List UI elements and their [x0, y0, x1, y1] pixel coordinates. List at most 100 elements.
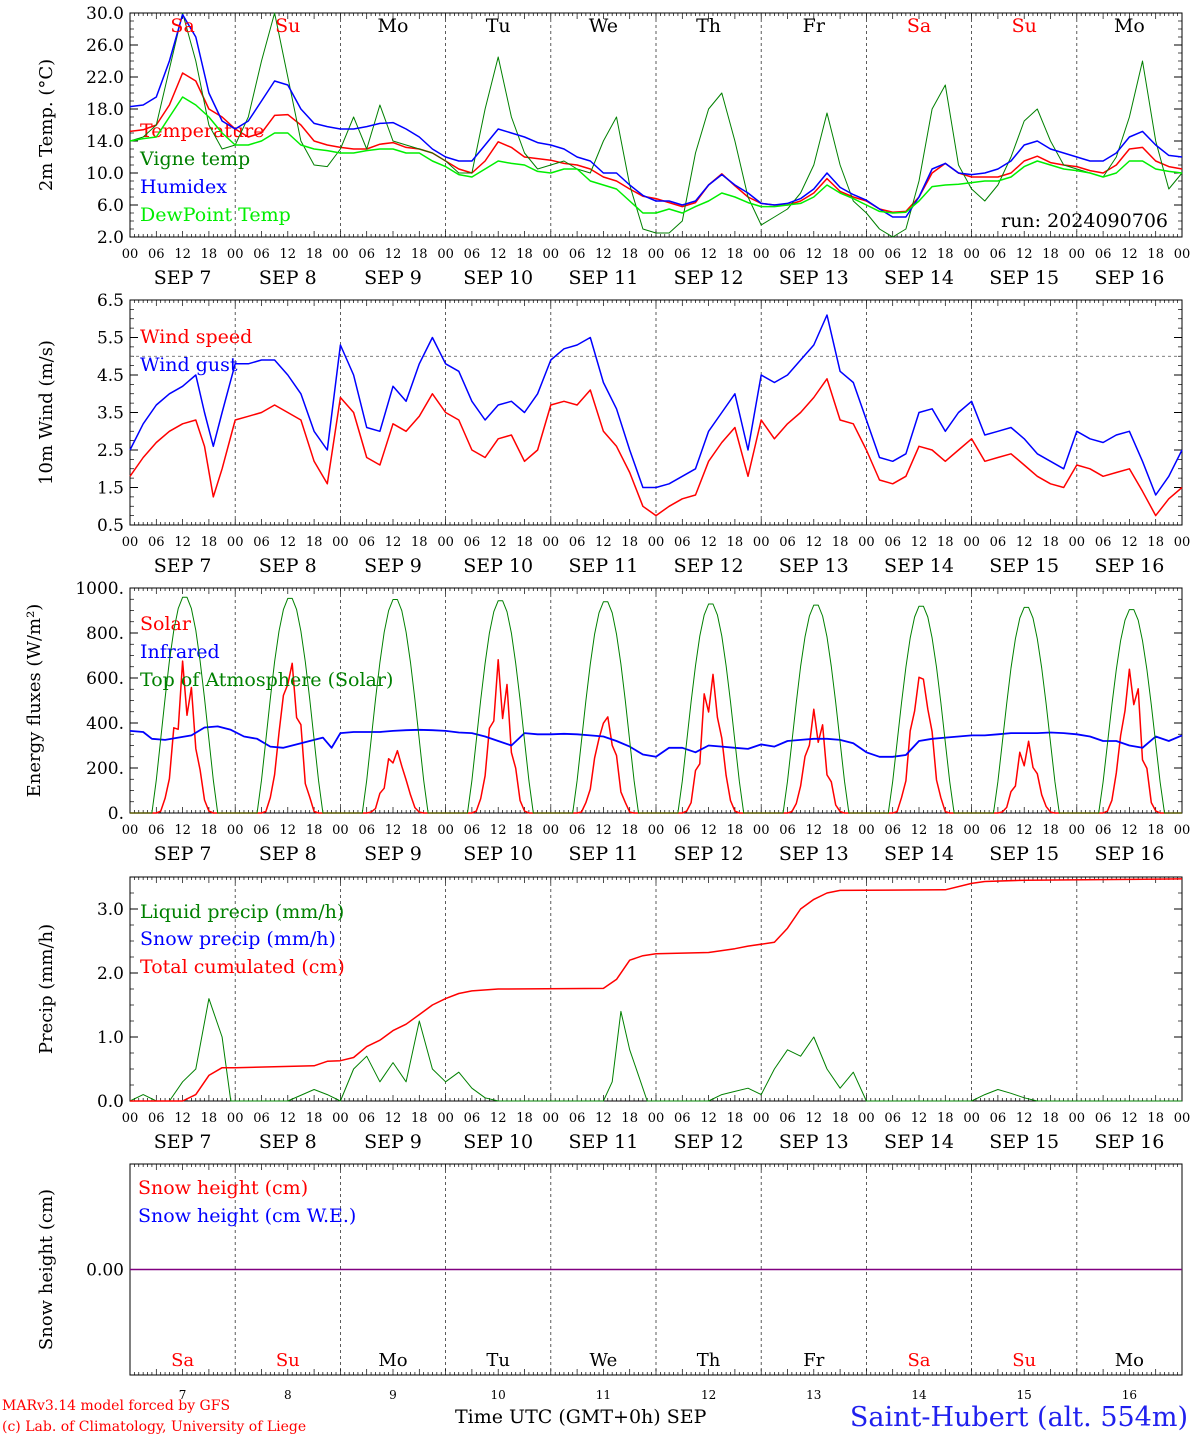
legend-entry: Top of Atmosphere (Solar) — [140, 669, 393, 691]
legend-entry: Snow precip (mm/h) — [140, 928, 336, 950]
panel-2: 0.5 1.5 2.5 3.5 4.5 5.5 6.5 10m Wind (m/s) 00 06 1… — [36, 291, 1190, 577]
y-tick-label: 3.0 — [97, 900, 124, 920]
hour-tick-label: 00 — [1174, 247, 1191, 262]
date-label: SEP 15 — [989, 555, 1059, 577]
hour-tick-label: 12 — [385, 1111, 402, 1126]
day-number-label: 7 — [179, 1388, 187, 1402]
y-axis-label: Precip (mm/h) — [36, 924, 57, 1054]
legend-entry: Wind gust — [140, 354, 238, 376]
hour-tick-label: 00 — [1069, 535, 1086, 550]
hour-tick-label: 00 — [648, 1111, 665, 1126]
weekday-label: Th — [697, 1350, 721, 1371]
hour-tick-label: 00 — [963, 535, 980, 550]
hour-tick-label: 06 — [464, 823, 481, 838]
date-label: SEP 8 — [259, 555, 317, 577]
series-line — [129, 72, 1183, 213]
series-line — [129, 13, 1183, 218]
hour-tick-label: 00 — [543, 1111, 560, 1126]
hour-tick-label: 06 — [990, 535, 1007, 550]
hour-tick-label: 18 — [727, 1111, 744, 1126]
weekday-label: Tu — [486, 15, 511, 37]
hour-tick-label: 12 — [806, 535, 823, 550]
hour-tick-label: 06 — [990, 1111, 1007, 1126]
hour-tick-label: 06 — [464, 535, 481, 550]
weekday-label: Mo — [1115, 1350, 1144, 1371]
weekday-label: Sa — [907, 15, 931, 37]
hour-tick-label: 00 — [1069, 1111, 1086, 1126]
legend-entry: Liquid precip (mm/h) — [140, 901, 344, 923]
model-credit: MARv3.14 model forced by GFS — [2, 1398, 231, 1414]
panel-5: 0.00 Snow height (cm) Snow height (cm) Snow… — [36, 1163, 1183, 1402]
x-axis-title: Time UTC (GMT+0h) SEP — [455, 1406, 707, 1428]
hour-tick-label: 12 — [280, 535, 297, 550]
date-label: SEP 10 — [463, 1131, 533, 1153]
y-tick-label: 400. — [86, 714, 124, 734]
legend-entry: Vigne temp — [139, 148, 250, 170]
date-label: SEP 15 — [989, 1131, 1059, 1153]
y-axis-label: Snow height (cm) — [36, 1189, 57, 1350]
hour-tick-label: 12 — [700, 1111, 717, 1126]
day-number-label: 15 — [1017, 1388, 1032, 1402]
hour-tick-label: 06 — [148, 823, 165, 838]
hour-tick-label: 00 — [1174, 1111, 1191, 1126]
y-tick-label: 1000. — [75, 579, 124, 599]
series-line — [129, 96, 1183, 214]
hour-tick-label: 12 — [385, 535, 402, 550]
hour-tick-label: 00 — [648, 247, 665, 262]
hour-tick-label: 12 — [595, 1111, 612, 1126]
hour-tick-label: 18 — [516, 535, 533, 550]
y-axis-label: Energy fluxes (W/m²) — [24, 604, 45, 798]
y-tick-label: 0.5 — [97, 516, 124, 536]
hour-tick-label: 18 — [1147, 535, 1164, 550]
hour-tick-label: 00 — [858, 1111, 875, 1126]
hour-tick-label: 06 — [1095, 247, 1112, 262]
date-label: SEP 14 — [884, 267, 954, 289]
y-tick-label: 4.5 — [97, 366, 124, 386]
y-axis-label: 2m Temp. (°C) — [36, 59, 57, 191]
hour-tick-label: 00 — [753, 247, 770, 262]
hour-tick-label: 12 — [280, 247, 297, 262]
hour-tick-label: 12 — [1016, 247, 1033, 262]
hour-tick-label: 06 — [674, 247, 691, 262]
hour-tick-label: 06 — [253, 247, 270, 262]
hour-tick-label: 12 — [490, 1111, 507, 1126]
hour-tick-label: 00 — [543, 535, 560, 550]
y-tick-label: 2.0 — [97, 964, 124, 984]
y-axis-label: 10m Wind (m/s) — [36, 340, 57, 485]
hour-tick-label: 12 — [595, 823, 612, 838]
weekday-label: Sa — [907, 1350, 930, 1371]
date-label: SEP 12 — [674, 267, 744, 289]
hour-tick-label: 18 — [411, 1111, 428, 1126]
hour-tick-label: 06 — [779, 247, 796, 262]
date-label: SEP 10 — [463, 843, 533, 865]
hour-tick-label: 06 — [884, 823, 901, 838]
hour-tick-label: 12 — [174, 247, 191, 262]
date-label: SEP 14 — [884, 555, 954, 577]
hour-tick-label: 00 — [227, 823, 244, 838]
date-label: SEP 9 — [364, 1131, 422, 1153]
hour-tick-label: 18 — [621, 1111, 638, 1126]
date-label: SEP 11 — [568, 1131, 638, 1153]
date-label: SEP 11 — [568, 843, 638, 865]
hour-tick-label: 18 — [201, 535, 218, 550]
legend-entry: Snow height (cm) — [138, 1177, 308, 1199]
hour-tick-label: 06 — [358, 823, 375, 838]
hour-tick-label: 06 — [569, 1111, 586, 1126]
hour-tick-label: 06 — [148, 1111, 165, 1126]
hour-tick-label: 00 — [858, 823, 875, 838]
hour-tick-label: 12 — [1016, 823, 1033, 838]
hour-tick-label: 18 — [1042, 535, 1059, 550]
weekday-label: Fr — [803, 15, 826, 37]
hour-tick-label: 00 — [753, 535, 770, 550]
hour-tick-label: 12 — [911, 823, 928, 838]
hour-tick-label: 06 — [464, 247, 481, 262]
plot-frame — [129, 587, 1183, 814]
hour-tick-label: 00 — [437, 535, 454, 550]
hour-tick-label: 12 — [385, 247, 402, 262]
hour-tick-label: 18 — [1042, 823, 1059, 838]
hour-tick-label: 00 — [1069, 247, 1086, 262]
day-number-label: 10 — [491, 1388, 506, 1402]
hour-tick-label: 00 — [122, 823, 139, 838]
hour-tick-label: 06 — [674, 535, 691, 550]
